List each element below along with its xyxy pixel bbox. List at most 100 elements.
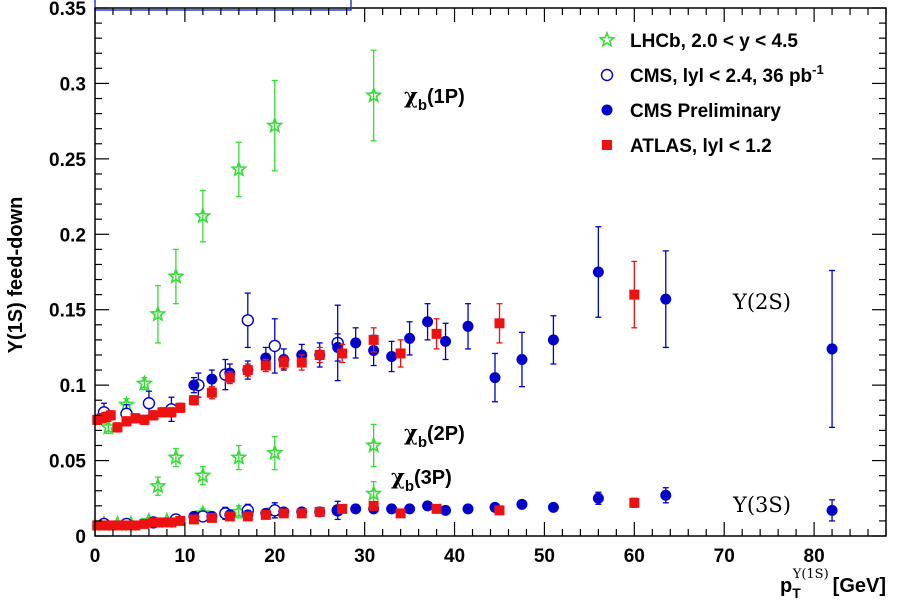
data-point <box>130 413 141 424</box>
data-point <box>431 328 442 339</box>
x-tick-label: 20 <box>264 546 285 567</box>
data-point <box>135 374 154 392</box>
data-point <box>489 372 501 384</box>
y-tick-label: 0.05 <box>49 452 86 473</box>
annotation-chi-b-2p: χb(2P) <box>404 420 465 451</box>
y-tick-label: 0.35 <box>49 0 86 20</box>
data-point <box>462 320 474 332</box>
x-tick-label: 50 <box>534 546 555 567</box>
x-tick-label: 80 <box>804 546 825 567</box>
legend-label-cms-36pb: CMS, lyl < 2.4, 36 pb-1 <box>630 62 824 87</box>
axis-layer: 0 10 20 30 40 50 60 70 80 0 0.05 0.1 0.15 0.2 0.25 0.3 0… <box>49 0 887 567</box>
data-point <box>364 484 383 502</box>
annotation-chi-b-1p: χb(1P) <box>404 83 465 114</box>
data-point <box>206 373 218 385</box>
x-axis-title-sup: Υ(1S) <box>792 567 829 582</box>
data-point <box>314 506 325 517</box>
data-point <box>278 508 289 519</box>
data-point <box>547 334 559 346</box>
data-point <box>175 402 186 413</box>
data-point <box>105 410 116 421</box>
legend-label-cms-36pb-main: CMS, lyl < 2.4, 36 pb <box>630 66 812 87</box>
annotation-chi-b-3p: χb(3P) <box>391 464 452 495</box>
legend-marker <box>601 104 613 116</box>
data-point <box>629 497 640 508</box>
legend-marker <box>598 30 616 48</box>
data-point <box>188 395 199 406</box>
data-point <box>364 436 383 453</box>
legend-label-atlas: ATLAS, lyl < 1.2 <box>630 136 772 157</box>
data-point <box>440 504 452 516</box>
annotation-upsilon-3s: Υ(3S) <box>732 493 791 517</box>
data-point <box>167 448 185 466</box>
data-point <box>242 511 253 522</box>
annotation-chi-b-1p-sub: b <box>418 97 427 114</box>
data-point <box>826 504 838 516</box>
data-point <box>206 387 217 398</box>
data-point <box>516 353 528 365</box>
y-tick-label: 0.25 <box>49 150 86 171</box>
data-point <box>386 350 398 362</box>
data-point <box>422 500 434 512</box>
x-tick-label: 70 <box>714 546 735 567</box>
x-axis-title-p: p <box>780 575 792 597</box>
data-point <box>148 517 159 528</box>
data-point <box>314 349 325 360</box>
data-point <box>516 498 528 510</box>
data-point <box>364 86 383 103</box>
data-point <box>157 517 168 528</box>
data-point <box>242 365 253 376</box>
annotation-chi-b-1p-rest: (1P) <box>427 86 465 108</box>
data-point <box>139 518 150 529</box>
data-point <box>350 503 362 515</box>
data-point <box>337 348 348 359</box>
data-point <box>368 500 379 511</box>
data-point <box>121 416 132 427</box>
data-point <box>395 348 406 359</box>
x-tick-label: 60 <box>624 546 645 567</box>
data-point <box>130 520 141 531</box>
data-point <box>422 316 434 328</box>
data-point <box>139 414 150 425</box>
data-point <box>494 505 505 516</box>
data-point <box>148 410 159 421</box>
data-point <box>149 305 167 322</box>
x-tick-label: 30 <box>354 546 375 567</box>
annotation-chi-b-2p-rest: (2P) <box>427 423 465 445</box>
data-point <box>230 448 248 466</box>
x-axis-title-unit: [GeV] <box>833 575 886 597</box>
data-point <box>462 503 474 515</box>
y-tick-label: 0.3 <box>60 74 86 95</box>
x-axis-title-sub: T <box>792 585 801 601</box>
data-point <box>660 293 672 305</box>
data-point <box>142 397 156 410</box>
annotation-chi-b-1p-symbol: χ <box>404 83 418 108</box>
legend-markers <box>598 30 616 150</box>
data-point <box>296 357 307 368</box>
x-tick-label: 10 <box>174 546 195 567</box>
annotation-chi-b-2p-sub: b <box>418 434 427 451</box>
y-axis-title: Υ(1S) feed-down <box>5 197 27 354</box>
data-point <box>121 520 132 531</box>
data-point <box>224 372 235 383</box>
data-point <box>230 160 248 177</box>
x-tick-label: 0 <box>90 546 101 567</box>
data-point <box>194 206 212 224</box>
data-point <box>166 517 177 528</box>
data-point <box>112 422 123 433</box>
y-tick-label: 0.2 <box>60 225 86 246</box>
data-point <box>266 116 284 134</box>
data-point <box>592 266 604 278</box>
data-layer <box>92 49 838 532</box>
data-point <box>194 466 212 484</box>
legend-marker <box>600 68 614 82</box>
data-point <box>440 335 452 347</box>
data-point <box>629 289 640 300</box>
data-point <box>260 360 271 371</box>
data-point <box>266 443 284 461</box>
legend-marker <box>602 140 612 150</box>
legend: LHCb, 2.0 < y < 4.5 CMS, lyl < 2.4, 36 p… <box>598 30 824 157</box>
annotation-chi-b-2p-symbol: χ <box>404 420 418 445</box>
data-point <box>278 357 289 368</box>
